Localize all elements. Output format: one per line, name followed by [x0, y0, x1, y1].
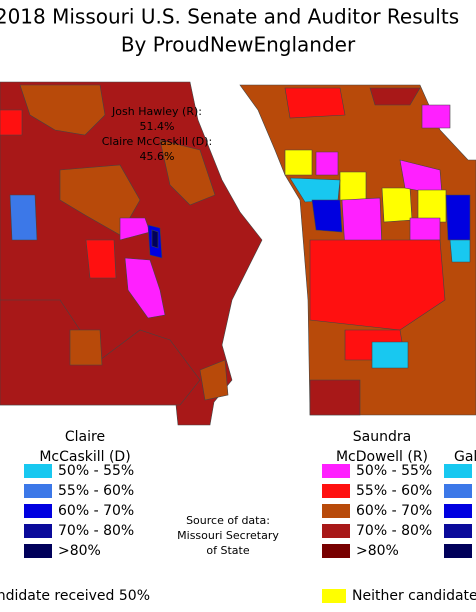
county-group [0, 299, 201, 406]
county-group [309, 379, 361, 416]
legend-label: Neither candidate received 50% [352, 588, 476, 604]
legend-swatch [322, 589, 346, 603]
source-line: Source of data: [186, 514, 270, 527]
annotation-line: Josh Hawley (R): [111, 105, 202, 118]
auditor-map [239, 84, 476, 416]
county-group [199, 359, 229, 401]
county-group [311, 199, 343, 233]
county-group [381, 187, 413, 223]
legend-swatch [444, 504, 472, 518]
legend-swatch [322, 544, 350, 558]
legend-swatch [444, 484, 472, 498]
legend-swatch [24, 464, 52, 478]
legend-title: Galloway (D) [454, 449, 476, 465]
source-line: Missouri Secretary [177, 529, 279, 542]
legend-swatch [444, 544, 472, 558]
legend-swatch [444, 524, 472, 538]
legend-label: 70% - 80% [356, 523, 432, 539]
county-group [85, 239, 117, 279]
county-group [9, 194, 38, 241]
county-group [124, 257, 166, 319]
legend-label: 60% - 70% [58, 503, 134, 519]
county-group [284, 87, 346, 119]
county-group [371, 341, 409, 369]
county-group [151, 229, 159, 249]
legend-swatch [444, 464, 472, 478]
county-group [445, 194, 471, 241]
legend-label: 50% - 55% [356, 463, 432, 479]
legend-title: McCaskill (D) [39, 449, 130, 465]
legend-swatch [322, 524, 350, 538]
county-group [315, 151, 339, 176]
legend-swatch [24, 544, 52, 558]
annotation-line: Claire McCaskill (D): [102, 135, 213, 148]
legend-label: 50% - 55% [58, 463, 134, 479]
legend-label: >80% [58, 543, 101, 559]
source-note: Source of data: Missouri Secretary of St… [177, 514, 279, 557]
legend-label: Neither candidate received 50% [0, 588, 150, 604]
legend-label: 55% - 60% [356, 483, 432, 499]
county-group [309, 239, 446, 331]
title: 2018 Missouri U.S. Senate and Auditor Re… [0, 5, 459, 29]
county-group [69, 329, 103, 366]
legend-label: >80% [356, 543, 399, 559]
legend-label: 55% - 60% [58, 483, 134, 499]
county-group [421, 104, 451, 129]
county-group [19, 84, 106, 136]
legend-title: McDowell (R) [336, 449, 428, 465]
subtitle: By ProudNewEnglander [121, 33, 356, 57]
senate-map [0, 81, 263, 426]
county-group [409, 217, 441, 241]
county-group [417, 189, 447, 223]
legend-title: Claire [65, 429, 105, 445]
source-line: of State [206, 544, 249, 557]
legend-swatch [24, 484, 52, 498]
legend-label: 60% - 70% [356, 503, 432, 519]
legend-swatch [24, 524, 52, 538]
county-group [339, 171, 367, 201]
legend-swatch [322, 484, 350, 498]
legend-swatch [322, 464, 350, 478]
annotation-line: 45.6% [140, 150, 175, 163]
legend-swatch [24, 504, 52, 518]
legend-title: Saundra [353, 429, 411, 445]
county-group [159, 139, 216, 206]
legend-swatch [322, 504, 350, 518]
annotation-line: 51.4% [140, 120, 175, 133]
county-group [284, 149, 313, 176]
county-group [449, 239, 471, 263]
county-group [369, 87, 421, 106]
legend-label: 70% - 80% [58, 523, 134, 539]
county-group [0, 109, 23, 136]
